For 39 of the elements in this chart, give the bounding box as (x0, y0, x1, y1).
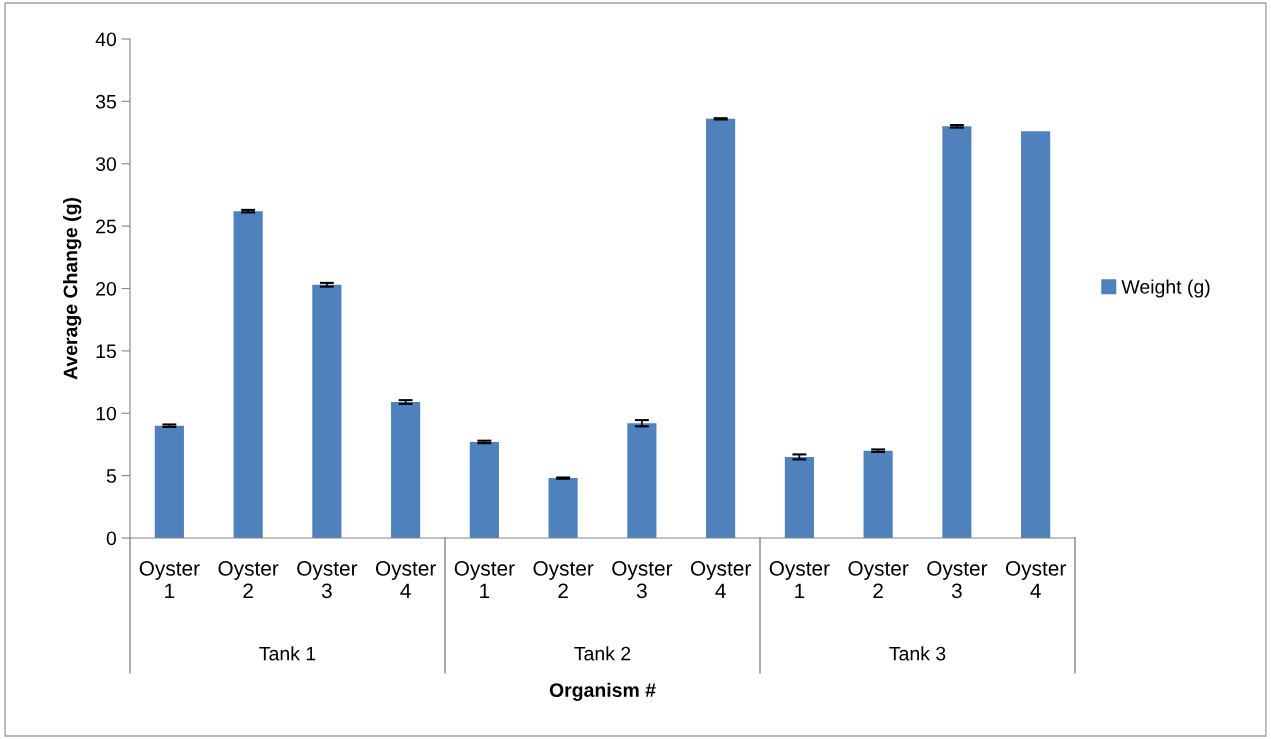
bar (154, 425, 184, 538)
x-tick-label: Oyster 2 (218, 561, 279, 598)
x-tick-label: Oyster 4 (690, 561, 751, 598)
x-tick-label: Oyster 1 (454, 561, 515, 598)
x-axis-title: Organism # (549, 682, 656, 701)
bar (233, 211, 263, 538)
x-tick-label: Oyster 1 (769, 561, 830, 598)
text: Tank 3 (889, 646, 946, 661)
x-tick-label: Oyster 2 (848, 561, 909, 598)
bar (627, 423, 657, 538)
bar (391, 402, 421, 538)
bar (706, 118, 736, 538)
x-tick-label: Oyster 1 (139, 561, 200, 598)
y-tick-label: 35 (95, 94, 116, 109)
x-tick-label: Oyster 3 (612, 561, 673, 599)
y-axis-title: Average Change (g) (63, 197, 82, 380)
text: Tank 1 (259, 646, 316, 661)
y-tick-label: 0 (106, 531, 117, 546)
y-tick-label: 30 (95, 157, 117, 171)
bar (863, 450, 893, 538)
y-tick-label: 40 (95, 32, 117, 47)
bar (548, 478, 578, 538)
y-tick-label: 15 (96, 344, 116, 359)
legend-label: Weight (g) (1121, 279, 1210, 298)
text: Tank 2 (574, 646, 631, 661)
x-tick-label: Oyster 3 (927, 561, 988, 599)
x-tick-label: Oyster 3 (297, 561, 358, 599)
y-tick-label: 5 (106, 469, 116, 483)
bar (784, 456, 814, 538)
x-tick-label: Oyster 4 (1005, 561, 1066, 598)
bar (942, 126, 972, 538)
y-tick-label: 25 (96, 219, 116, 234)
bar (1021, 131, 1051, 538)
bar (469, 441, 499, 538)
x-tick-label: Oyster 2 (533, 561, 594, 598)
bar (312, 284, 342, 538)
x-tick-label: Oyster 4 (375, 561, 436, 598)
y-tick-label: 10 (96, 406, 117, 421)
y-tick-label: 20 (96, 281, 117, 296)
